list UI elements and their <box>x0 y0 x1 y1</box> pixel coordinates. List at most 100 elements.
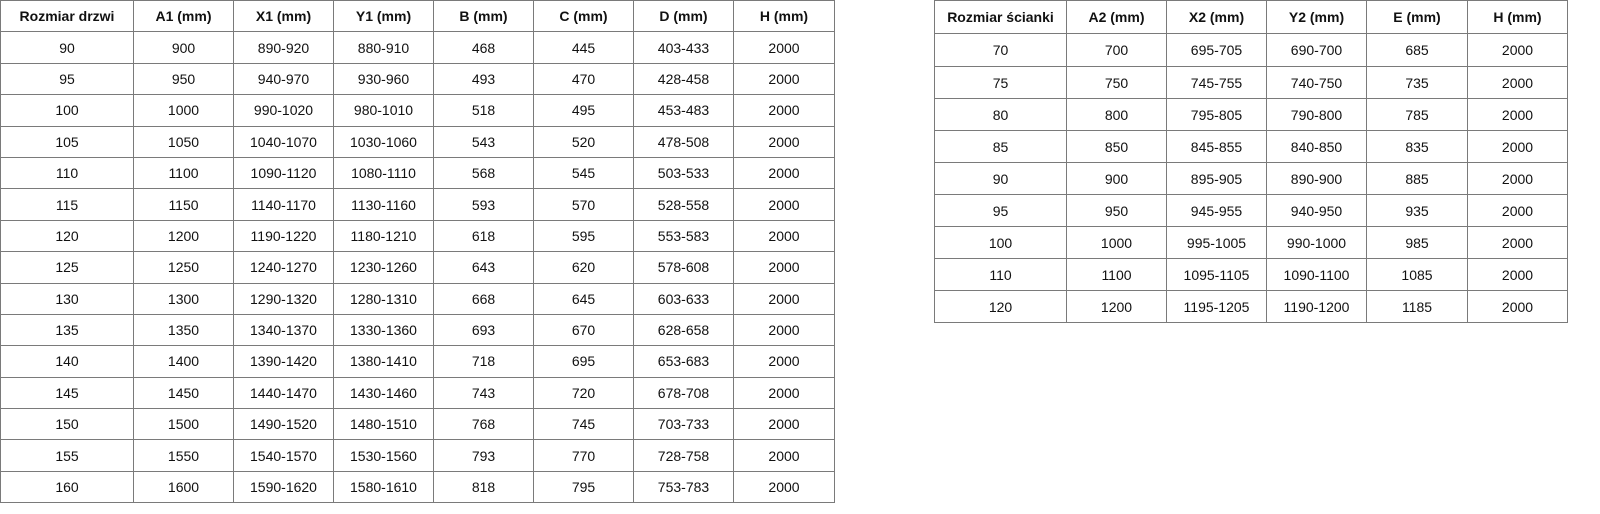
table-cell: 595 <box>533 219 634 253</box>
table-cell: 90 <box>0 31 134 64</box>
table-cell: 2000 <box>1467 226 1568 259</box>
table-cell: 2000 <box>733 439 835 472</box>
table-cell: 528-558 <box>633 188 734 221</box>
table-cell: 1140-1170 <box>233 188 334 221</box>
table-cell: 1540-1570 <box>233 439 334 472</box>
table-cell: 890-920 <box>233 31 334 64</box>
table-cell: 70 <box>934 33 1067 67</box>
table-cell: 685 <box>1366 33 1468 67</box>
column-header: X2 (mm) <box>1166 0 1267 34</box>
table-cell: 120 <box>934 290 1067 323</box>
table-row: 125 1250 1240-1270 1230-1260 643 620 578-608 20… <box>0 251 835 284</box>
table-row: 95 950 945-955 940-950 935 2000 <box>934 194 1568 227</box>
table-cell: 1450 <box>133 376 234 410</box>
table-cell: 895-905 <box>1166 162 1267 195</box>
table-cell: 2000 <box>733 313 835 347</box>
table-cell: 593 <box>433 188 534 221</box>
table-cell: 155 <box>0 439 134 472</box>
table-cell: 545 <box>533 156 634 190</box>
table-cell: 2000 <box>1467 258 1568 291</box>
table-cell: 2000 <box>733 251 835 284</box>
table-row: 115 1150 1140-1170 1130-1160 593 570 528-558 20… <box>0 188 835 221</box>
table-cell: 453-483 <box>633 94 734 127</box>
table-cell: 470 <box>533 62 634 96</box>
table-cell: 1130-1160 <box>333 188 434 221</box>
column-header: Rozmiar ścianki <box>934 0 1067 34</box>
table-cell: 1350 <box>133 313 234 347</box>
table-cell: 75 <box>934 66 1067 99</box>
column-header: X1 (mm) <box>233 0 334 33</box>
table-cell: 1390-1420 <box>233 345 334 378</box>
table-row: 90 900 890-920 880-910 468 445 403-433 2000 <box>0 31 835 64</box>
table-cell: 1040-1070 <box>233 125 334 158</box>
column-header: D (mm) <box>633 0 734 33</box>
table-cell: 2000 <box>1467 33 1568 67</box>
table-row: 105 1050 1040-1070 1030-1060 543 520 478-508 20… <box>0 125 835 158</box>
table-cell: 2000 <box>733 31 835 64</box>
table-cell: 85 <box>934 130 1067 163</box>
table-cell: 753-783 <box>633 470 734 504</box>
table-cell: 785 <box>1366 98 1468 131</box>
table-cell: 1340-1370 <box>233 313 334 347</box>
wall-size-table: Rozmiar ścianki A2 (mm) X2 (mm) Y2 (mm) E (m… <box>934 0 1568 323</box>
table-cell: 125 <box>0 251 134 284</box>
table-cell: 795 <box>533 470 634 504</box>
table-cell: 643 <box>433 251 534 284</box>
table-cell: 945-955 <box>1166 194 1267 227</box>
table-row: 160 1600 1590-1620 1580-1610 818 795 753-783 20… <box>0 470 835 504</box>
table-cell: 1600 <box>133 470 234 504</box>
table-cell: 793 <box>433 439 534 472</box>
table-cell: 403-433 <box>633 31 734 64</box>
table-cell: 1300 <box>133 282 234 315</box>
table-row: 120 1200 1195-1205 1190-1200 1185 2000 <box>934 290 1568 323</box>
table-cell: 1240-1270 <box>233 251 334 284</box>
table-cell: 1330-1360 <box>333 313 434 347</box>
table-cell: 835 <box>1366 130 1468 163</box>
table-cell: 770 <box>533 439 634 472</box>
table-cell: 678-708 <box>633 376 734 410</box>
table-cell: 553-583 <box>633 219 734 253</box>
column-header: Y2 (mm) <box>1266 0 1367 34</box>
table-cell: 603-633 <box>633 282 734 315</box>
table-row: 100 1000 990-1020 980-1010 518 495 453-483 2000 <box>0 94 835 127</box>
table-cell: 578-608 <box>633 251 734 284</box>
table-cell: 950 <box>133 62 234 96</box>
table-cell: 1250 <box>133 251 234 284</box>
table-cell: 2000 <box>733 345 835 378</box>
table-row: 100 1000 995-1005 990-1000 985 2000 <box>934 226 1568 259</box>
table-cell: 120 <box>0 219 134 253</box>
table-cell: 618 <box>433 219 534 253</box>
table-header-row: Rozmiar drzwi A1 (mm) X1 (mm) Y1 (mm) B (mm)… <box>0 0 835 33</box>
table-cell: 940-970 <box>233 62 334 96</box>
table-cell: 995-1005 <box>1166 226 1267 259</box>
table-cell: 2000 <box>1467 290 1568 323</box>
table-cell: 1490-1520 <box>233 408 334 441</box>
table-cell: 1100 <box>1066 258 1167 291</box>
table-row: 75 750 745-755 740-750 735 2000 <box>934 66 1568 99</box>
table-cell: 693 <box>433 313 534 347</box>
table-cell: 1180-1210 <box>333 219 434 253</box>
table-cell: 1380-1410 <box>333 345 434 378</box>
table-cell: 2000 <box>733 62 835 96</box>
table-cell: 1085 <box>1366 258 1468 291</box>
table-cell: 940-950 <box>1266 194 1367 227</box>
table-cell: 768 <box>433 408 534 441</box>
table-row: 120 1200 1190-1220 1180-1210 618 595 553-583 20… <box>0 219 835 253</box>
table-cell: 100 <box>934 226 1067 259</box>
table-cell: 568 <box>433 156 534 190</box>
table-row: 110 1100 1095-1105 1090-1100 1085 2000 <box>934 258 1568 291</box>
door-size-table: Rozmiar drzwi A1 (mm) X1 (mm) Y1 (mm) B (mm)… <box>0 0 835 504</box>
table-row: 140 1400 1390-1420 1380-1410 718 695 653-683 20… <box>0 345 835 378</box>
table-cell: 468 <box>433 31 534 64</box>
table-cell: 110 <box>934 258 1067 291</box>
table-cell: 2000 <box>733 125 835 158</box>
table-cell: 695-705 <box>1166 33 1267 67</box>
table-cell: 880-910 <box>333 31 434 64</box>
table-cell: 750 <box>1066 66 1167 99</box>
table-header-row: Rozmiar ścianki A2 (mm) X2 (mm) Y2 (mm) E (m… <box>934 0 1568 34</box>
table-cell: 1150 <box>133 188 234 221</box>
table-cell: 690-700 <box>1266 33 1367 67</box>
table-cell: 150 <box>0 408 134 441</box>
column-header: A1 (mm) <box>133 0 234 33</box>
table-cell: 790-800 <box>1266 98 1367 131</box>
